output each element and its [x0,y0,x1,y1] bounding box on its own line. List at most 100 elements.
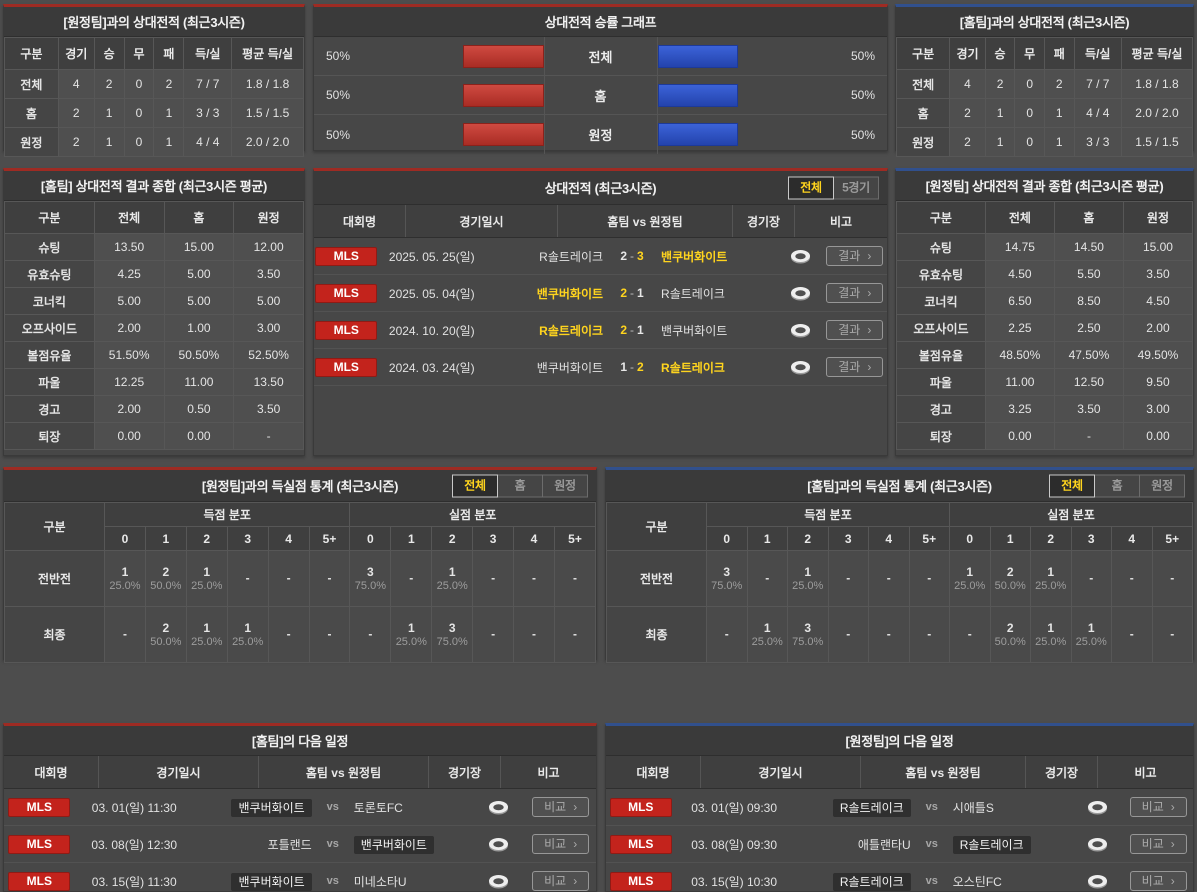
stadium-icon[interactable] [1086,799,1109,816]
bar-track [382,115,544,154]
dist-cell: - [908,606,950,663]
tab-all[interactable]: 전체 [1049,474,1095,497]
cell: 11.00 [984,368,1055,396]
dist-cell: - [1070,550,1112,607]
compare-button[interactable]: 비교 › [1129,871,1187,891]
result-button[interactable]: 결과 › [826,246,884,266]
dist-cell: 2 50.0% [144,606,187,663]
tab-all[interactable]: 전체 [452,474,498,497]
cell: 3.50 [233,395,304,423]
stadium-icon[interactable] [789,248,812,265]
row-label: 볼점유율 [896,341,986,369]
dist-cell: - [513,550,555,607]
row-label: 홈 [543,76,658,114]
stadium-icon[interactable] [487,799,510,816]
result-button[interactable]: 결과 › [826,357,884,377]
compare-button[interactable]: 비교 › [532,834,590,854]
schedule-row: MLS 03. 08(일) 09:30 애틀랜타U vs R솔트레이크 비교 › [606,826,1193,863]
stadium-icon[interactable] [487,836,510,853]
col-header: 득/실 [1073,37,1122,70]
dist-cell: - [1151,550,1193,607]
row-label: 볼점유율 [4,341,95,369]
tab-home[interactable]: 홈 [1094,474,1140,497]
col-header: 5+ [553,526,597,551]
compare-button[interactable]: 비교 › [532,871,590,891]
panel-title: [홈팀]과의 득실점 통계 (최근3시즌) [807,479,992,494]
cell: 5.50 [1053,260,1124,288]
home-team-name: 밴쿠버화이트 [536,360,604,375]
cell: 4.50 [984,260,1055,288]
away-team-name: R솔트레이크 [661,360,725,375]
dist-cell: 1 25.0% [390,606,433,663]
col-header: 승 [984,37,1016,70]
row-label: 원정 [4,127,59,157]
cell: 3.00 [233,314,304,342]
away-score: 1 [637,286,644,300]
cell: 0.00 [163,422,235,450]
tab-away[interactable]: 원정 [542,474,588,497]
col-header: 무 [123,37,155,70]
league-badge: MLS [8,797,71,817]
chevron-right-icon: › [573,800,578,814]
cell: 14.75 [984,233,1055,261]
home-team-name: 애틀랜타U [857,837,911,852]
col-header: 경기장 [1026,756,1098,788]
col-header: 1 [144,526,187,551]
compare-button[interactable]: 비교 › [1129,797,1187,817]
col-header: 대회명 [4,756,99,788]
row-label: 오프사이드 [4,314,95,342]
stadium-icon[interactable] [789,285,812,302]
col-header: 홈팀 vs 원정팀 [558,205,733,237]
row-label: 퇴장 [896,422,986,450]
stadium-icon[interactable] [789,322,812,339]
result-button[interactable]: 결과 › [826,283,884,303]
col-header: 5+ [1151,526,1193,551]
tab-all[interactable]: 전체 [788,176,834,199]
tab-last5[interactable]: 5경기 [833,176,879,199]
col-header: 1 [390,526,433,551]
panel-home-summary: [홈팀] 상대전적 결과 종합 (최근3시즌 평균) 구분 전체 홈 원정 슈팅 13.… [3,168,305,456]
row-label: 전체 [4,69,59,99]
dist-cell: 1 25.0% [1070,606,1112,663]
tab-away[interactable]: 원정 [1139,474,1185,497]
panel-title: [원정팀]과의 상대전적 (최근3시즌) [4,7,304,37]
col-header: 4 [267,526,310,551]
row-label: 코너킥 [896,287,986,315]
result-button[interactable]: 결과 › [826,320,884,340]
panel-title: [홈팀]의 다음 일정 [4,726,596,756]
cell: 2 [1043,69,1075,99]
cell: 1 [1043,127,1075,157]
right-percent: 50% [850,49,875,63]
tab-home[interactable]: 홈 [497,474,543,497]
col-header: 대회명 [606,756,701,788]
cell: 2 [153,69,185,99]
right-percent: 50% [850,127,875,142]
compare-button[interactable]: 비교 › [1129,834,1187,854]
stadium-icon[interactable] [1086,836,1109,853]
right-percent: 50% [850,88,875,102]
panel-away-h2h: [원정팀]과의 상대전적 (최근3시즌) 구분 경기 승 무 패 득/실 평균 득/실 전체… [3,4,305,157]
dist-cell: 3 75.0% [349,550,392,607]
cell: 15.00 [1122,233,1194,261]
score-separator: - [630,249,635,263]
col-header: 원정 [1122,201,1194,234]
panel-title: [홈팀]과의 상대전적 (최근3시즌) [896,7,1193,37]
row-label: 코너킥 [4,287,95,315]
cell: 14.50 [1053,233,1124,261]
dist-cell: - [308,550,351,607]
cell: 50.50% [163,341,235,369]
compare-button-label: 비교 [1141,874,1164,888]
bar-track [657,76,820,114]
stadium-icon[interactable] [487,873,510,890]
stadium-icon[interactable] [1086,873,1109,890]
cell: 12.00 [233,233,304,261]
panel-home-goal-stats: [홈팀]과의 득실점 통계 (최근3시즌) 전체 홈 원정 구분 득점 분포 실… [605,467,1194,663]
cell: 3.50 [1122,260,1194,288]
col-header: 비고 [829,214,853,229]
compare-button[interactable]: 비교 › [532,797,590,817]
row-label: 전체 [895,69,951,99]
dist-cell: 1 25.0% [1030,550,1072,607]
cell: 2.00 [93,395,165,423]
vs-label: vs [925,838,938,850]
stadium-icon[interactable] [789,359,812,376]
